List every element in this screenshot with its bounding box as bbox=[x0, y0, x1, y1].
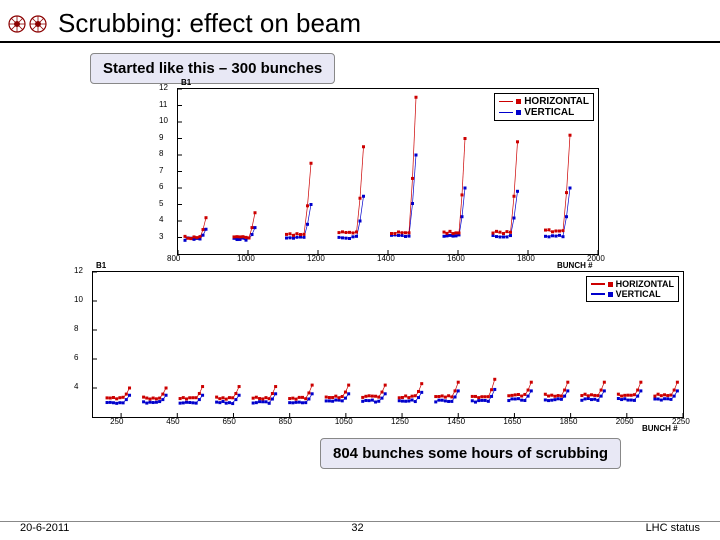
slide-footer: 20-6-2011 32 LHC status bbox=[0, 521, 720, 534]
ytick-label: 5 bbox=[159, 199, 173, 208]
legend-v-label: VERTICAL bbox=[616, 289, 661, 299]
ytick-label: 4 bbox=[74, 382, 88, 391]
ytick-label: 10 bbox=[159, 116, 173, 125]
chart-top: 8001000120014001600180020003456789101112… bbox=[0, 88, 720, 271]
ytick-label: 8 bbox=[159, 149, 173, 158]
xtick-label: 2050 bbox=[616, 417, 634, 426]
xtick-label: 1050 bbox=[335, 417, 353, 426]
xtick-label: 1850 bbox=[560, 417, 578, 426]
slide-header: Scrubbing: effect on beam bbox=[0, 0, 720, 43]
footer-status: LHC status bbox=[646, 522, 700, 534]
chart-tag: B1 bbox=[96, 261, 106, 270]
xtick-label: 1800 bbox=[517, 254, 535, 263]
xtick-label: 1250 bbox=[391, 417, 409, 426]
ytick-label: 12 bbox=[159, 83, 173, 92]
chart-bottom: 2504506508501050125014501650185020502250… bbox=[0, 271, 720, 434]
caption-top: Started like this – 300 bunches bbox=[90, 53, 335, 84]
xtick-label: 1400 bbox=[377, 254, 395, 263]
legend-h-label: HORIZONTAL bbox=[524, 96, 589, 107]
ytick-label: 8 bbox=[74, 324, 88, 333]
legend-h-label: HORIZONTAL bbox=[616, 279, 674, 289]
chart-xlabel: BUNCH # bbox=[642, 424, 678, 433]
chart-tag: B1 bbox=[181, 78, 191, 87]
xtick-label: 1450 bbox=[447, 417, 465, 426]
legend-v-label: VERTICAL bbox=[524, 107, 574, 118]
xtick-label: 250 bbox=[110, 417, 123, 426]
ytick-label: 3 bbox=[159, 232, 173, 241]
ytick-label: 6 bbox=[74, 353, 88, 362]
ytick-label: 4 bbox=[159, 215, 173, 224]
ytick-label: 7 bbox=[159, 166, 173, 175]
ytick-label: 11 bbox=[159, 100, 173, 109]
xtick-label: 450 bbox=[166, 417, 179, 426]
xtick-label: 1000 bbox=[237, 254, 255, 263]
ytick-label: 6 bbox=[159, 182, 173, 191]
slide-title: Scrubbing: effect on beam bbox=[58, 8, 361, 39]
xtick-label: 650 bbox=[222, 417, 235, 426]
xtick-label: 850 bbox=[279, 417, 292, 426]
caption-bottom: 804 bunches some hours of scrubbing bbox=[320, 438, 621, 469]
footer-date: 20-6-2011 bbox=[20, 522, 69, 534]
xtick-label: 1600 bbox=[447, 254, 465, 263]
caption-bottom-wrap: 804 bunches some hours of scrubbing bbox=[320, 438, 720, 469]
chart-legend: HORIZONTALVERTICAL bbox=[494, 93, 594, 121]
xtick-label: 1200 bbox=[307, 254, 325, 263]
ytick-label: 9 bbox=[159, 133, 173, 142]
institution-logo bbox=[8, 12, 50, 36]
footer-page: 32 bbox=[351, 522, 363, 534]
xtick-label: 800 bbox=[167, 254, 180, 263]
ytick-label: 12 bbox=[74, 266, 88, 275]
ytick-label: 10 bbox=[74, 295, 88, 304]
chart-xlabel: BUNCH # bbox=[557, 261, 593, 270]
chart-legend: HORIZONTALVERTICAL bbox=[586, 276, 679, 302]
xtick-label: 1650 bbox=[503, 417, 521, 426]
